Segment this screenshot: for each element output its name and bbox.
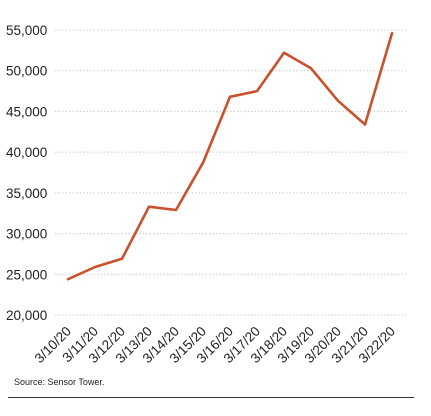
gridlines (55, 29, 406, 316)
y-axis-tick-labels: 20,000 25,000 30,000 35,000 40,000 45,000 50,0… (6, 23, 47, 323)
y-tick-label: 55,000 (6, 23, 47, 38)
x-axis-tick-labels: 3/10/203/11/203/12/203/13/203/14/203/15/… (32, 324, 398, 366)
y-tick-label: 35,000 (6, 186, 47, 201)
y-tick-label: 45,000 (6, 104, 47, 119)
y-tick-label: 20,000 (6, 308, 47, 323)
source-note: Source: Sensor Tower. (14, 377, 105, 387)
bottom-divider (8, 397, 414, 398)
y-tick-label: 40,000 (6, 145, 47, 160)
y-tick-label: 50,000 (6, 64, 47, 79)
y-tick-label: 30,000 (6, 227, 47, 242)
y-tick-label: 25,000 (6, 267, 47, 282)
series-line (66, 31, 394, 281)
